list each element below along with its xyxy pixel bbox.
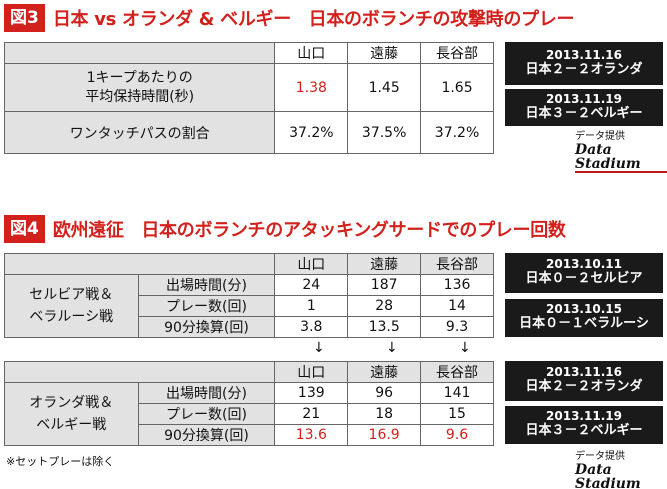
fig4-cell: 3.8	[274, 316, 349, 338]
fig3-cell: 1.45	[347, 63, 422, 112]
fig3-row-label-one-touch: ワンタッチパスの割合	[3, 111, 276, 154]
fig3-match-box-2: 2013.11.19 日本３－２ベルギー	[505, 89, 663, 126]
fig3-credit: データ提供 Data Stadium	[575, 131, 667, 173]
fig4-title-bar: 図4 欧州遠征 日本のボランチのアタッキングサードでのプレー回数	[4, 215, 566, 243]
fig4-credit: データ提供 Data Stadium	[575, 451, 667, 489]
fig4-cell: 141	[420, 382, 494, 404]
fig4-corner	[3, 253, 276, 275]
fig4-row-label: 90分換算(回)	[137, 316, 276, 338]
fig3-header-endo: 遠藤	[347, 42, 422, 64]
fig4-cell: 96	[347, 382, 422, 404]
match-result: 日本０－２セルビア	[525, 271, 643, 286]
fig3-header-yamaguchi: 山口	[274, 42, 349, 64]
group-name-text: セルビア戦＆ ベラルーシ戦	[29, 287, 114, 325]
fig4-arrow-endo: ↓	[386, 340, 398, 356]
match-date: 2013.11.16	[546, 365, 622, 379]
fig4-header-yamaguchi: 山口	[274, 253, 349, 275]
fig4-header-hasebe: 長谷部	[420, 253, 494, 275]
fig4-row-label: 出場時間(分)	[137, 382, 276, 404]
fig3-header-hasebe: 長谷部	[420, 42, 494, 64]
fig4-cell: 9.3	[420, 316, 494, 338]
fig4-arrow-hasebe: ↓	[459, 340, 471, 356]
fig4-table-group-1: 山口 遠藤 長谷部 セルビア戦＆ ベラルーシ戦 出場時間(分) 24 187 1…	[3, 253, 494, 338]
data-stadium-logo: Data Stadium	[575, 463, 667, 489]
fig4-cell: 136	[420, 274, 494, 296]
fig3-title-bar: 図3 日本 vs オランダ & ベルギー 日本のボランチの攻撃時のプレー	[4, 4, 574, 32]
fig4-cell: 18	[347, 403, 422, 425]
fig3-title: 日本 vs オランダ & ベルギー 日本のボランチの攻撃時のプレー	[52, 9, 575, 30]
fig4-header-endo: 遠藤	[347, 253, 422, 275]
fig4-row-label: 出場時間(分)	[137, 274, 276, 296]
fig4-row-label: プレー数(回)	[137, 403, 276, 425]
match-date: 2013.11.19	[546, 409, 622, 423]
match-result: 日本３－２ベルギー	[525, 106, 643, 121]
group-name-text: オランダ戦＆ ベルギー戦	[29, 395, 114, 433]
fig4-cell: 13.5	[347, 316, 422, 338]
fig4-badge: 図4	[4, 215, 45, 243]
fig4-row-label: 90分換算(回)	[137, 424, 276, 446]
fig4-cell: 28	[347, 295, 422, 317]
fig3-corner	[3, 42, 276, 64]
fig4-cell: 187	[347, 274, 422, 296]
fig3-match-box-1: 2013.11.16 日本２－２オランダ	[505, 42, 663, 85]
match-date: 2013.11.16	[546, 48, 622, 62]
fig4-corner	[3, 361, 276, 383]
fig4-note: ※セットプレーは除く	[6, 455, 115, 468]
fig4-cell: 139	[274, 382, 349, 404]
fig4-cell: 24	[274, 274, 349, 296]
fig3-row-label-keep-time: 1キープあたりの 平均保持時間(秒)	[3, 63, 276, 112]
fig4-cell: 9.6	[420, 424, 494, 446]
fig4-header-hasebe: 長谷部	[420, 361, 494, 383]
data-stadium-logo: Data Stadium	[575, 143, 667, 173]
fig4-cell: 1	[274, 295, 349, 317]
fig3-cell: 1.38	[274, 63, 349, 112]
credit-label: データ提供	[575, 131, 625, 142]
fig4-match-box-4: 2013.11.19 日本３－２ベルギー	[505, 406, 663, 444]
fig3-cell: 37.2%	[420, 111, 494, 154]
fig4-cell: 14	[420, 295, 494, 317]
fig3-badge: 図3	[4, 4, 45, 32]
fig4-title: 欧州遠征 日本のボランチのアタッキングサードでのプレー回数	[52, 220, 566, 241]
fig4-group-1-name: セルビア戦＆ ベラルーシ戦	[4, 274, 139, 338]
fig4-match-box-1: 2013.10.11 日本０－２セルビア	[505, 253, 663, 293]
fig4-table-group-2: 山口 遠藤 長谷部 オランダ戦＆ ベルギー戦 出場時間(分) 139 96 14…	[3, 361, 494, 446]
fig4-cell: 16.9	[347, 424, 422, 446]
fig4-header-endo: 遠藤	[347, 361, 422, 383]
fig4-match-box-2: 2013.10.15 日本０－１ベラルーシ	[505, 299, 663, 337]
match-result: 日本２－２オランダ	[525, 379, 643, 394]
match-result: 日本３－２ベルギー	[525, 423, 643, 438]
fig3-cell: 37.5%	[347, 111, 422, 154]
fig3-cell: 37.2%	[274, 111, 349, 154]
match-result: 日本０－１ベラルーシ	[519, 316, 649, 331]
fig4-row-label: プレー数(回)	[137, 295, 276, 317]
credit-label: データ提供	[575, 451, 625, 462]
fig3-table: 山口 遠藤 長谷部 1キープあたりの 平均保持時間(秒) 1.38 1.45 1…	[3, 42, 494, 154]
fig3-keep-time-label: 1キープあたりの 平均保持時間(秒)	[85, 69, 195, 105]
match-date: 2013.10.15	[546, 302, 622, 316]
fig3-cell: 1.65	[420, 63, 494, 112]
fig4-cell: 13.6	[274, 424, 349, 446]
fig4-cell: 21	[274, 403, 349, 425]
fig4-header-yamaguchi: 山口	[274, 361, 349, 383]
match-result: 日本２－２オランダ	[525, 62, 643, 77]
fig4-match-box-3: 2013.11.16 日本２－２オランダ	[505, 361, 663, 401]
match-date: 2013.10.11	[546, 257, 622, 271]
fig4-arrow-yamaguchi: ↓	[313, 340, 325, 356]
fig4-group-2-name: オランダ戦＆ ベルギー戦	[4, 382, 139, 446]
fig4-cell: 15	[420, 403, 494, 425]
match-date: 2013.11.19	[546, 92, 622, 106]
